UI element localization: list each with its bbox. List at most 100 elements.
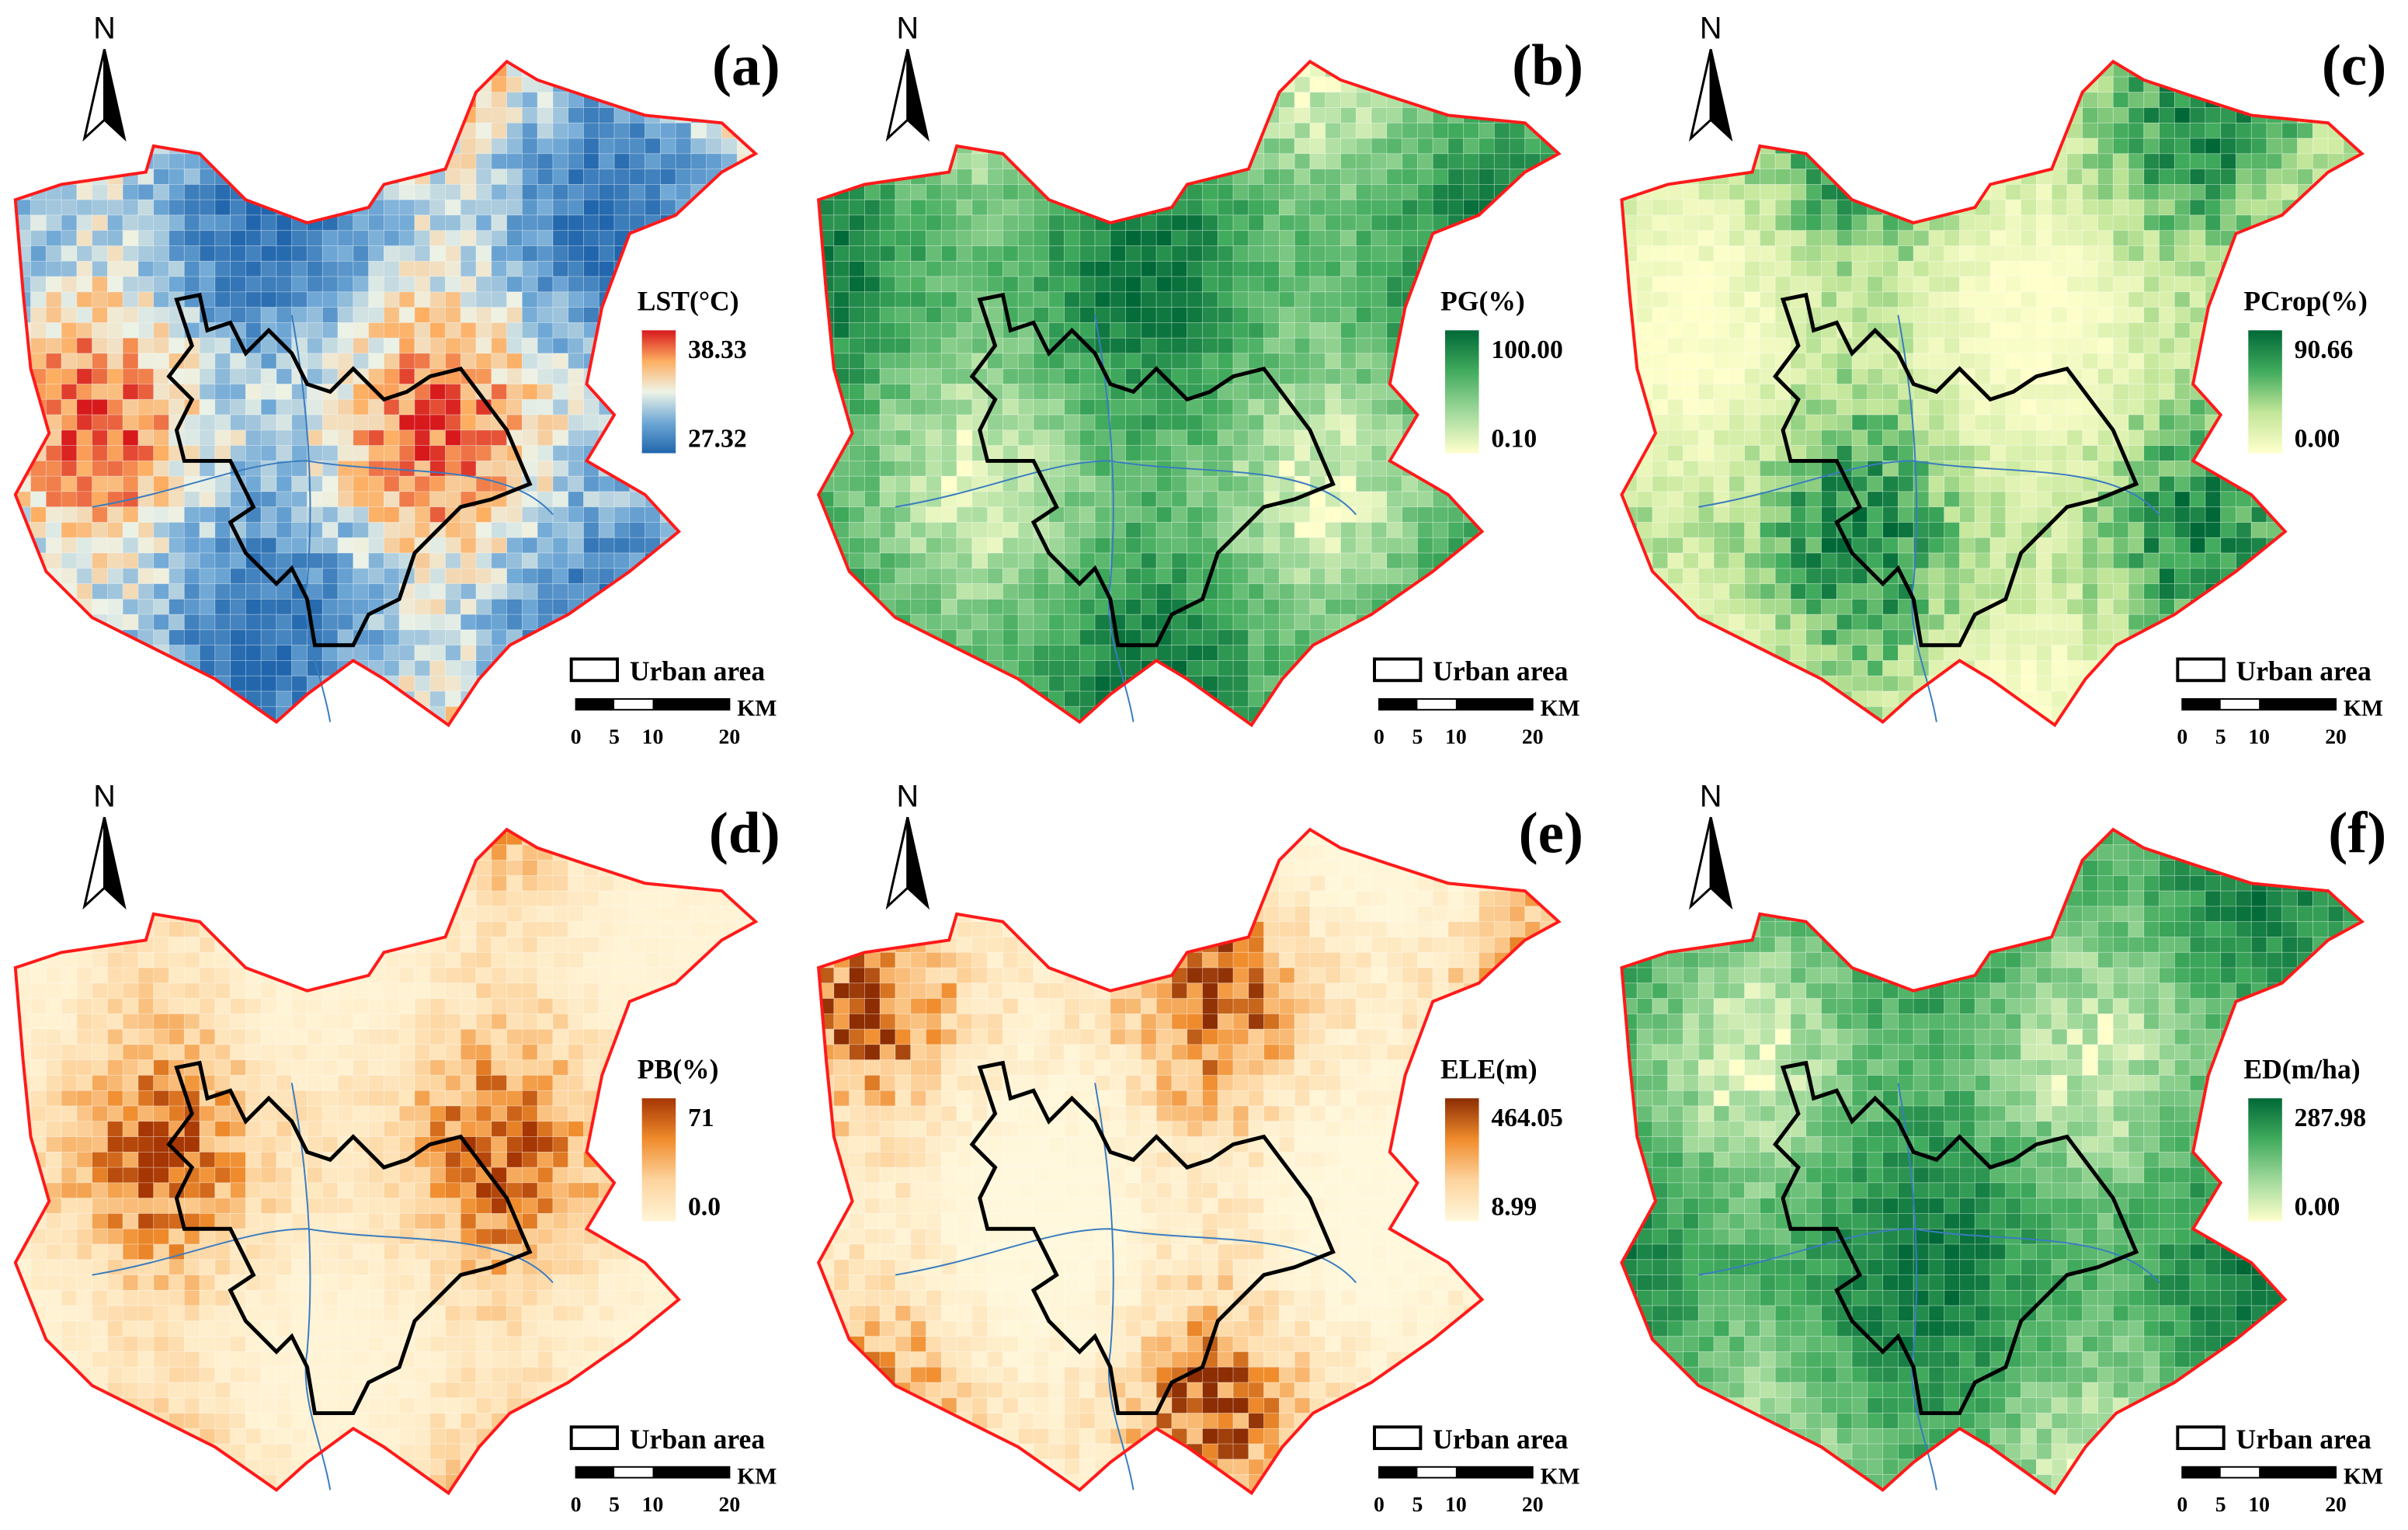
raster-cell bbox=[260, 184, 277, 200]
raster-cell bbox=[1294, 429, 1311, 447]
legend-colorbar bbox=[1444, 330, 1479, 454]
raster-cell bbox=[15, 675, 31, 692]
raster-cell bbox=[1621, 169, 1622, 185]
raster-cell bbox=[153, 583, 169, 600]
raster-cell bbox=[1555, 429, 1559, 447]
raster-cell bbox=[384, 398, 400, 416]
raster-cell bbox=[1760, 107, 1776, 123]
raster-cell bbox=[214, 184, 231, 200]
raster-cell bbox=[1386, 506, 1403, 523]
raster-cell bbox=[460, 398, 477, 416]
raster-cell bbox=[1325, 169, 1341, 185]
raster-cell bbox=[1447, 169, 1465, 185]
raster-cell bbox=[491, 169, 508, 185]
raster-cell bbox=[337, 214, 354, 231]
raster-cell bbox=[879, 583, 896, 600]
raster-cell bbox=[2128, 153, 2145, 170]
raster-cell bbox=[629, 199, 646, 216]
raster-cell bbox=[1493, 583, 1510, 600]
raster-cell bbox=[199, 260, 216, 277]
raster-cell bbox=[429, 491, 446, 508]
raster-cell bbox=[2189, 137, 2206, 155]
raster-cell bbox=[1729, 137, 1746, 155]
raster-cell bbox=[1402, 614, 1418, 631]
raster-cell bbox=[1340, 537, 1357, 554]
raster-cell bbox=[1540, 384, 1556, 400]
raster-cell bbox=[1125, 537, 1141, 554]
raster-cell bbox=[568, 199, 584, 216]
raster-cell bbox=[1340, 291, 1357, 308]
raster-cell bbox=[307, 307, 323, 323]
raster-cell bbox=[1944, 61, 1960, 62]
raster-cell bbox=[1989, 61, 2007, 78]
raster-cell bbox=[1417, 506, 1433, 523]
raster-cell bbox=[1928, 107, 1945, 123]
raster-cell bbox=[137, 199, 155, 216]
raster-cell bbox=[1340, 461, 1357, 477]
raster-cell bbox=[629, 614, 646, 631]
raster-cell bbox=[956, 614, 973, 631]
raster-cell bbox=[910, 214, 926, 231]
raster-cell bbox=[76, 645, 93, 661]
raster-cell bbox=[1263, 599, 1280, 615]
raster-cell bbox=[1141, 475, 1157, 492]
raster-cell bbox=[1479, 61, 1495, 62]
raster-cell bbox=[645, 199, 661, 216]
raster-cell bbox=[107, 199, 123, 216]
raster-cell bbox=[1155, 245, 1173, 262]
raster-cell bbox=[1017, 368, 1034, 384]
raster-cell bbox=[183, 552, 200, 569]
raster-cell bbox=[1540, 445, 1556, 461]
raster-cell bbox=[137, 568, 155, 585]
raster-cell bbox=[353, 398, 370, 416]
raster-cell bbox=[1048, 291, 1065, 308]
raster-cell bbox=[1202, 522, 1218, 538]
scale-bar bbox=[575, 698, 615, 710]
raster-cell bbox=[1187, 61, 1203, 62]
raster-cell bbox=[1217, 614, 1234, 631]
raster-cell bbox=[568, 184, 584, 200]
raster-cell bbox=[153, 429, 169, 447]
raster-cell bbox=[1744, 92, 1760, 108]
raster-cell bbox=[506, 199, 523, 216]
raster-cell bbox=[895, 568, 912, 585]
raster-cell bbox=[522, 506, 538, 523]
panel-label: (a) bbox=[712, 33, 780, 98]
raster-cell bbox=[214, 599, 231, 615]
raster-cell bbox=[107, 245, 123, 262]
raster-cell bbox=[153, 322, 169, 339]
raster-cell bbox=[583, 153, 599, 170]
raster-cell bbox=[2097, 122, 2114, 139]
raster-cell bbox=[1017, 76, 1034, 93]
raster-cell bbox=[568, 537, 584, 554]
raster-cell bbox=[183, 568, 200, 585]
raster-cell bbox=[276, 398, 293, 416]
raster-cell bbox=[1248, 552, 1265, 569]
raster-cell bbox=[849, 307, 865, 323]
raster-cell bbox=[169, 76, 185, 93]
raster-cell bbox=[522, 599, 538, 615]
raster-cell bbox=[1202, 368, 1218, 384]
raster-cell bbox=[940, 61, 957, 78]
raster-cell bbox=[45, 722, 62, 725]
raster-cell bbox=[137, 461, 155, 477]
raster-cell bbox=[61, 214, 78, 231]
raster-cell bbox=[1325, 506, 1341, 523]
raster-cell bbox=[1017, 153, 1034, 170]
raster-cell bbox=[1555, 199, 1559, 216]
raster-cell bbox=[1540, 122, 1556, 139]
raster-cell bbox=[1263, 169, 1280, 185]
raster-cell bbox=[1417, 276, 1433, 293]
raster-cell bbox=[818, 137, 819, 155]
raster-cell bbox=[1882, 107, 1899, 123]
raster-cell bbox=[940, 414, 957, 431]
raster-cell bbox=[736, 214, 753, 231]
raster-cell bbox=[1417, 491, 1433, 508]
raster-cell bbox=[183, 522, 200, 538]
raster-cell bbox=[1805, 107, 1822, 123]
raster-cell bbox=[2205, 61, 2222, 62]
raster-cell bbox=[987, 76, 1003, 93]
raster-cell bbox=[2128, 107, 2145, 123]
raster-cell bbox=[1017, 429, 1034, 447]
raster-cell bbox=[460, 583, 477, 600]
